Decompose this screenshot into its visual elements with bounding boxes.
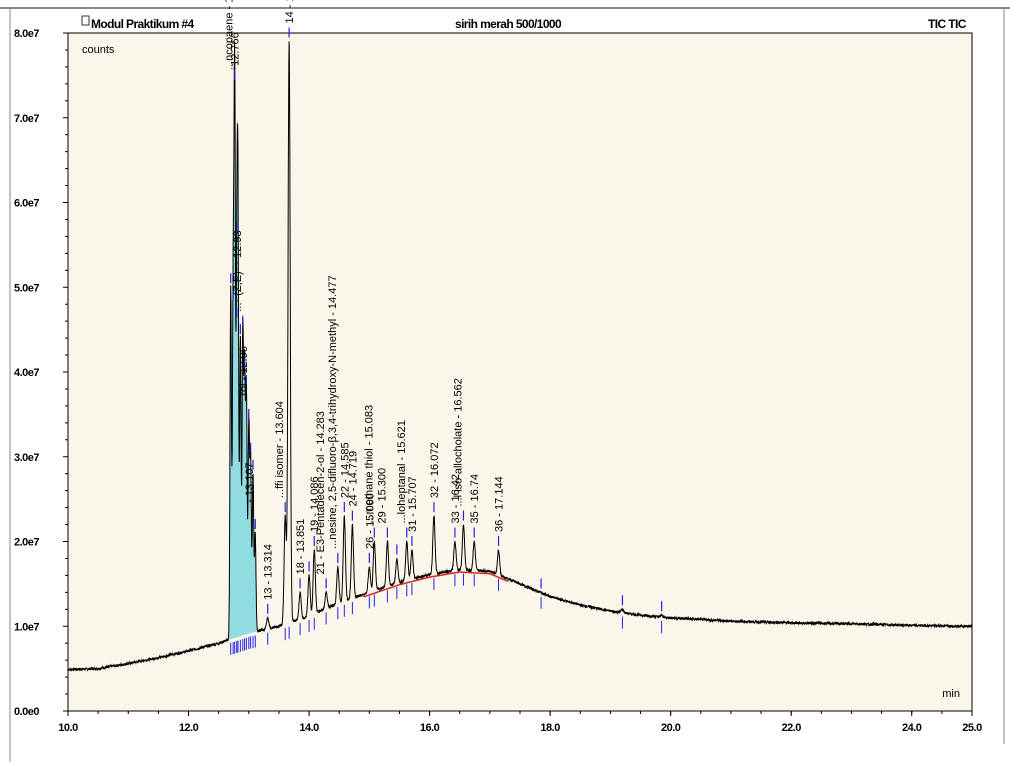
compound-annotation: ...methane thiol - 15.083 — [363, 405, 375, 524]
x-tick-label: 18.0 — [540, 722, 560, 734]
peak-label: 24 - 14.719 — [347, 451, 359, 507]
integration-baseline — [363, 571, 509, 598]
compound-annotation: 21 - E3-Pentadecen-2-ol - 14.283 — [315, 411, 327, 574]
y-tick-label: 2.0e7 — [14, 537, 39, 549]
peak-label: 31 - 15.707 — [407, 476, 419, 532]
y-tick-label: 1.0e7 — [14, 621, 39, 633]
y-tick-label: 8.0e7 — [14, 28, 39, 40]
compound-annotation: ...ffi isomer - 13.604 — [274, 401, 286, 498]
peak-label: 26 - 15.000 — [364, 493, 376, 549]
y-tick-label: 7.0e7 — [14, 113, 39, 125]
compound-annotation: ...l iso-allocholate - 16.562 — [452, 378, 464, 506]
peak-label: 35 - 16.74 — [469, 474, 481, 524]
peak-label: 32 - 16.072 — [429, 442, 441, 498]
x-tick-label: 22.0 — [781, 722, 801, 734]
trace-title: TIC TIC — [928, 17, 966, 31]
peak-label: 13 - 13.314 — [263, 544, 275, 600]
peak-label: 36 - 17.144 — [494, 476, 506, 532]
x-tick-label: 24.0 — [902, 722, 922, 734]
tic-trace — [67, 41, 973, 672]
compound-annotation: ...loheptanal - 15.621 — [396, 420, 408, 523]
x-tick-label: 10.0 — [58, 722, 78, 734]
y-tick-label: 4.0e7 — [14, 367, 39, 379]
compound-annotation: ...- (Z,E)- - 12.93 — [232, 230, 244, 311]
compound-annotation: ...nesine, 2,5-difluoro-β,3,4-trihydroxy… — [327, 275, 339, 548]
x-tick-label: 20.0 — [661, 722, 681, 734]
compound-annotation: ...rol - 12.96 — [238, 346, 250, 405]
peak-label: 33 - 16.42 — [450, 474, 462, 524]
y-tick-label: 5.0e7 — [14, 282, 39, 294]
compound-annotation: ... - 13.107 — [244, 462, 256, 515]
y-tick-label: 3.0e7 — [14, 452, 39, 464]
y-tick-label: 0.0e0 — [14, 706, 39, 718]
peak-label: 14 - 13.669 — [284, 0, 296, 23]
peak-label: 12.766 — [230, 32, 242, 66]
peak-label: 22 - 14.585 — [339, 442, 351, 498]
y-axis-label: counts — [82, 44, 115, 56]
y-tick-label: 6.0e7 — [14, 198, 39, 210]
x-axis-label: min — [942, 688, 960, 700]
compound-annotation: ...ncopaene - 12.766 — [224, 0, 236, 70]
plot-background — [67, 32, 973, 712]
peak-label: 19 - 14.086 — [309, 476, 321, 532]
x-tick-label: 12.0 — [179, 722, 199, 734]
x-tick-label: 14.0 — [299, 722, 319, 734]
compound-annotation: 29 - 15.300 — [376, 468, 388, 524]
x-tick-label: 16.0 — [420, 722, 440, 734]
x-tick-label: 25.0 — [962, 722, 982, 734]
document-icon — [81, 15, 90, 26]
sample-title: sirih merah 500/1000 — [455, 17, 562, 31]
method-title: Modul Praktikum #4 — [91, 17, 194, 31]
peak-label: 18 - 13.851 — [295, 519, 307, 575]
